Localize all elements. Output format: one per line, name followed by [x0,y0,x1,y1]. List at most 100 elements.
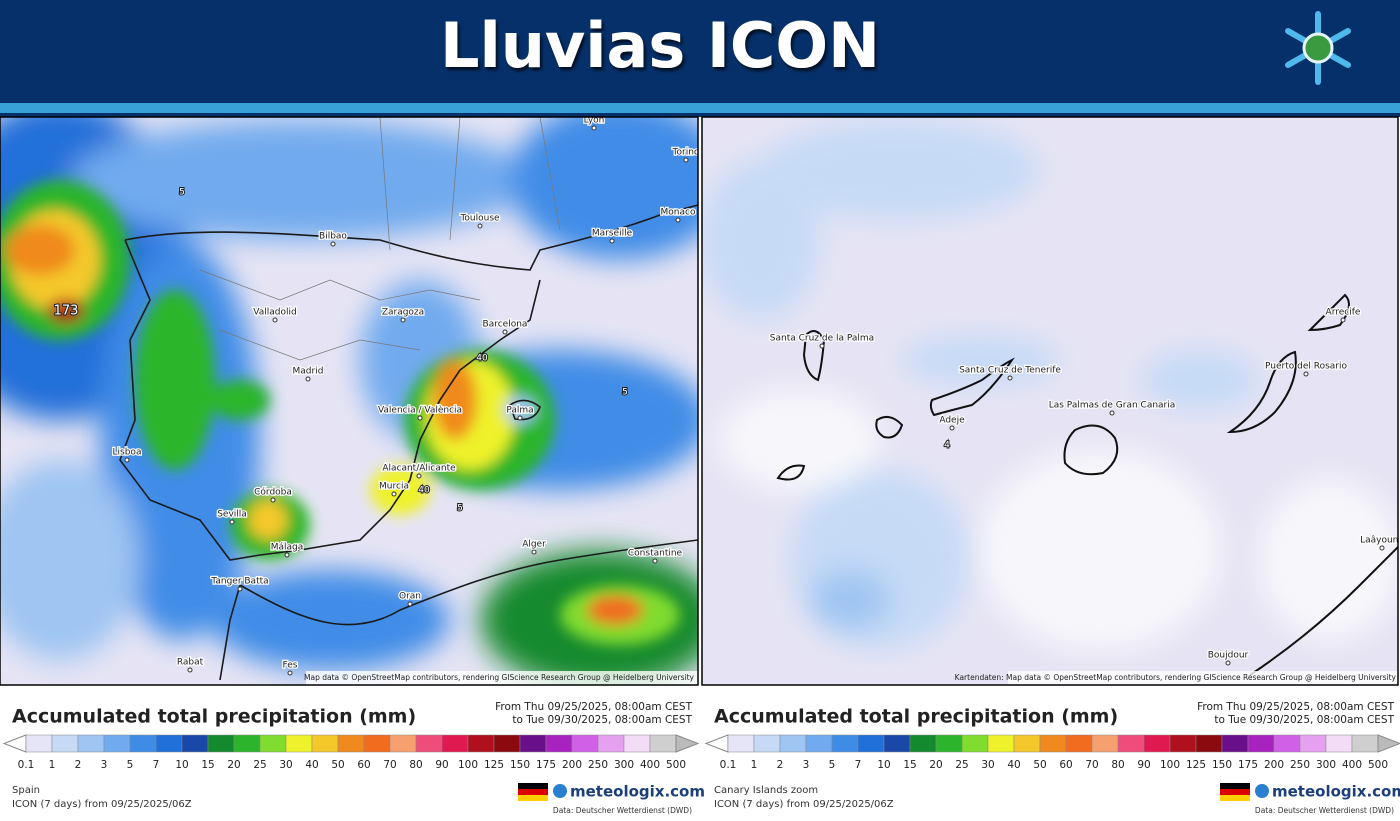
scale-swatch [571,734,599,753]
scale-swatch [779,734,807,753]
legend-title: Accumulated total precipitation (mm) [714,706,1118,728]
scale-label: 2 [75,759,82,771]
scale-label: 5 [127,759,134,771]
city-label: Valencia / València [378,405,462,416]
scale-swatch [1273,734,1301,753]
scale-label: 100 [1160,759,1180,771]
scale-swatch [727,734,755,753]
scale-swatch [207,734,235,753]
city-label: Barcelona [483,320,528,330]
scale-swatch [519,734,547,753]
flag [1220,789,1250,795]
scale-label: 40 [1007,759,1020,771]
scale-swatch [987,734,1015,753]
city-dot [502,329,508,335]
city-label: Adeje [939,416,965,426]
city-label: Santa Cruz de la Palma [770,334,874,344]
city-dot [417,415,423,421]
city-dot [477,223,483,229]
brand: meteologix.com [570,783,705,801]
title: Lluvias ICON [440,9,880,82]
city-label: Tanger Batta [210,577,268,587]
city-dot [416,473,422,479]
city-dot [1109,410,1115,416]
scale-swatch [649,734,677,753]
scale-label: 500 [666,759,686,771]
scale-label: 50 [331,759,344,771]
scale-swatch [467,734,495,753]
scale-label: 15 [201,759,214,771]
legend-title: Accumulated total precipitation (mm) [12,706,416,728]
scale-label: 3 [803,759,810,771]
city-dot [237,586,243,592]
scale-label: 200 [1264,759,1284,771]
city-label: Valladolid [253,308,296,318]
city-dot [591,125,597,131]
scale-label: 400 [640,759,660,771]
scale-label: 90 [1137,759,1150,771]
scale-label: 125 [1186,759,1206,771]
city-dot [531,549,537,555]
flag [1220,795,1250,801]
scale-swatch [1247,734,1275,753]
scale-swatch [857,734,885,753]
scale-arrow-right [1377,734,1400,753]
value-label: 173 [54,304,79,319]
attribution: Map data © OpenStreetMap contributors, r… [304,673,695,682]
scale-swatch [129,734,157,753]
city-label: Constantine [628,549,683,559]
scale-swatch [883,734,911,753]
scale-swatch [805,734,833,753]
scale-swatch [155,734,183,753]
scale-swatch [1221,734,1249,753]
scale-swatch [597,734,625,753]
header-bar [0,0,1400,103]
scale-swatch [623,734,651,753]
flag [518,795,548,801]
city-label: Lisboa [113,448,142,458]
scale-swatch [1013,734,1041,753]
scale-label: 10 [877,759,890,771]
scale-swatch [259,734,287,753]
attribution-bg [1008,671,1398,685]
scale-label: 7 [153,759,160,771]
scale-label: 0.1 [720,759,737,771]
scale-label: 1 [49,759,56,771]
scale-arrow-left [2,734,27,753]
city-dot [287,670,293,676]
scale-label: 200 [562,759,582,771]
map-frame [0,116,699,686]
value-label: 5 [179,188,185,198]
city-label: Oran [399,592,421,602]
map-canary: Santa Cruz de la Palma Santa Cruz de Tene… [702,117,1398,685]
scale-swatch [831,734,859,753]
scale-label: 90 [435,759,448,771]
city-label: Monaco [661,208,696,218]
scale-swatch [493,734,521,753]
scale-swatch [1299,734,1327,753]
city-label: Sevilla [217,510,247,520]
scale-swatch [441,734,469,753]
scale-label: 175 [1238,759,1258,771]
scale-swatch [1091,734,1119,753]
city-label: Boujdour [1208,651,1249,661]
city-dot [272,317,278,323]
city-dot [1379,545,1385,551]
scale-label: 10 [175,759,188,771]
scale-swatch [545,734,573,753]
scale-swatch [1039,734,1067,753]
data-source: Data: Deutscher Wetterdienst (DWD) [553,806,692,815]
scale-label: 250 [1290,759,1310,771]
city-dot [229,519,235,525]
city-dot [949,425,955,431]
legend-to: to Tue 09/30/2025, 08:00am CEST [1214,714,1394,726]
scale-swatch [1117,734,1145,753]
scale-label: 400 [1342,759,1362,771]
city-label: Lyon [584,116,605,126]
scale-swatch [363,734,391,753]
scale-label: 40 [305,759,318,771]
scale-label: 0.1 [18,759,35,771]
model-run: ICON (7 days) from 09/25/2025/06Z [714,799,894,810]
scale-swatch [51,734,79,753]
